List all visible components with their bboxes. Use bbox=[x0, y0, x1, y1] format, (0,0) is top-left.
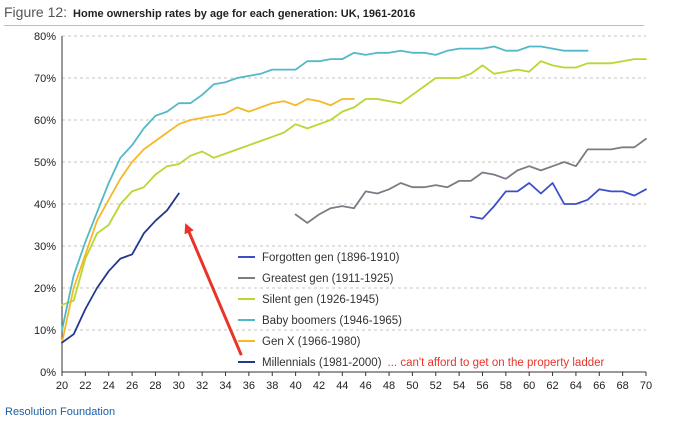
x-tick-label: 38 bbox=[266, 380, 278, 392]
figure-subtitle: Home ownership rates by age for each gen… bbox=[73, 8, 416, 20]
x-tick-label: 36 bbox=[243, 380, 255, 392]
x-tick-label: 22 bbox=[79, 380, 91, 392]
series-line-0 bbox=[469, 182, 647, 220]
series-line-2 bbox=[61, 58, 647, 306]
x-tick-label: 28 bbox=[149, 380, 161, 392]
source-credit: Resolution Foundation bbox=[5, 406, 116, 418]
x-tick-label: 54 bbox=[453, 380, 465, 392]
y-tick-label: 10% bbox=[34, 325, 56, 337]
x-tick-label: 26 bbox=[126, 380, 138, 392]
series-line-5 bbox=[61, 192, 180, 344]
y-tick-label: 60% bbox=[34, 115, 56, 127]
y-tick-label: 80% bbox=[34, 31, 56, 43]
x-tick-label: 62 bbox=[546, 380, 558, 392]
x-tick-label: 50 bbox=[406, 380, 418, 392]
x-tick-label: 30 bbox=[173, 380, 185, 392]
x-tick-label: 60 bbox=[523, 380, 535, 392]
x-tick-label: 56 bbox=[476, 380, 488, 392]
x-tick-label: 58 bbox=[500, 380, 512, 392]
legend-label: Gen X (1966-1980) bbox=[262, 336, 361, 348]
legend-label: Baby boomers (1946-1965) bbox=[262, 315, 402, 327]
x-tick-label: 66 bbox=[593, 380, 605, 392]
annotation-arrow bbox=[184, 223, 243, 356]
x-tick-label: 20 bbox=[56, 380, 68, 392]
x-tick-label: 34 bbox=[219, 380, 231, 392]
legend-label: Millennials (1981-2000) bbox=[262, 357, 382, 369]
x-tick-label: 64 bbox=[570, 380, 582, 392]
x-tick-label: 40 bbox=[289, 380, 301, 392]
x-tick-label: 44 bbox=[336, 380, 348, 392]
y-tick-label: 50% bbox=[34, 157, 56, 169]
x-tick-label: 48 bbox=[383, 380, 395, 392]
y-tick-label: 20% bbox=[34, 283, 56, 295]
y-tick-label: 40% bbox=[34, 199, 56, 211]
y-tick-label: 0% bbox=[40, 367, 56, 379]
legend-label: Silent gen (1926-1945) bbox=[262, 294, 379, 306]
legend-label: Forgotten gen (1896-1910) bbox=[262, 252, 400, 264]
figure-title: Figure 12: Home ownership rates by age fo… bbox=[4, 4, 415, 20]
series-line-4 bbox=[61, 98, 355, 344]
legend-label: Greatest gen (1911-1925) bbox=[262, 273, 394, 285]
x-tick-label: 52 bbox=[430, 380, 442, 392]
title-divider bbox=[4, 25, 644, 26]
annotation-text: ... can't afford to get on the property … bbox=[388, 357, 605, 369]
x-tick-label: 68 bbox=[617, 380, 629, 392]
x-tick-label: 46 bbox=[360, 380, 372, 392]
x-tick-label: 32 bbox=[196, 380, 208, 392]
x-tick-label: 42 bbox=[313, 380, 325, 392]
series-line-1 bbox=[294, 137, 647, 224]
y-tick-label: 70% bbox=[34, 73, 56, 85]
y-tick-label: 30% bbox=[34, 241, 56, 253]
series-line-3 bbox=[61, 45, 589, 331]
x-tick-label: 24 bbox=[103, 380, 115, 392]
figure-label: Figure 12: bbox=[4, 4, 68, 20]
x-tick-label: 70 bbox=[640, 380, 652, 392]
